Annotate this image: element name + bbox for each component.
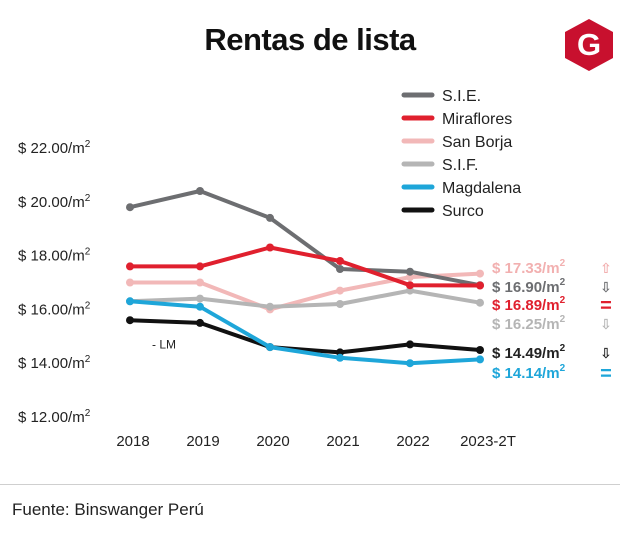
logo-hexagon xyxy=(565,19,613,71)
footer-divider xyxy=(0,484,620,485)
data-point xyxy=(266,343,274,352)
end-value-label: $ 16.90/m2 xyxy=(492,277,566,296)
y-tick-label: $ 14.00/m2 xyxy=(18,354,91,372)
x-tick-label: 2018 xyxy=(116,433,149,450)
data-point xyxy=(126,203,134,212)
data-point xyxy=(196,187,204,195)
legend-label: S.I.F. xyxy=(442,157,478,174)
data-point xyxy=(266,302,274,311)
y-tick-label: $ 18.00/m2 xyxy=(18,247,91,265)
data-point xyxy=(196,318,204,327)
legend-label: S.I.E. xyxy=(442,88,481,105)
data-point xyxy=(196,302,204,311)
gestion-logo-icon: G xyxy=(565,19,613,71)
equal-trend-icon: = xyxy=(600,295,612,317)
end-labels: $ 16.90/m2 ⇩ $ 16.89/m2 = $ 17.33/m2 ⇧ $ 16.25… xyxy=(492,258,612,385)
legend-label: Surco xyxy=(442,203,484,220)
legend-label: San Borja xyxy=(442,134,512,151)
page-title: Rentas de lista xyxy=(204,22,416,57)
data-point xyxy=(336,300,344,308)
end-value-label: $ 16.89/m2 xyxy=(492,295,566,314)
data-point xyxy=(406,340,414,349)
x-tick-label: 2022 xyxy=(396,433,429,450)
data-point xyxy=(126,278,134,287)
data-point xyxy=(196,278,204,287)
data-point xyxy=(476,298,484,307)
data-point xyxy=(476,355,484,364)
legend-label: Miraflores xyxy=(442,111,512,128)
legend: S.I.E. Miraflores San Borja S.I.F. Magdalena… xyxy=(401,88,521,220)
data-point xyxy=(126,297,134,306)
y-axis: $ 12.00/m2 $ 14.00/m2 $ 16.00/m2 $ 18.00/m2… xyxy=(18,139,91,426)
end-value-label: $ 17.33/m2 xyxy=(492,258,566,277)
series-line-miraflores xyxy=(128,245,482,288)
data-point xyxy=(336,265,344,273)
end-value-label: $ 14.14/m2 xyxy=(492,363,566,382)
y-tick-label: $ 22.00/m2 xyxy=(18,139,91,157)
series-line-san-borja xyxy=(128,271,482,312)
y-tick-label: $ 20.00/m2 xyxy=(18,193,91,211)
arrow-down-icon: ⇩ xyxy=(600,345,612,361)
data-point xyxy=(336,257,344,265)
series-line-s-i-f xyxy=(128,288,482,309)
data-point xyxy=(196,262,204,271)
arrow-down-icon: ⇩ xyxy=(600,279,612,295)
arrow-down-icon: ⇩ xyxy=(600,316,612,332)
equal-trend-icon: = xyxy=(600,363,612,385)
end-value-label: $ 14.49/m2 xyxy=(492,343,566,362)
y-tick-label: $ 16.00/m2 xyxy=(18,300,91,318)
series-line-s-i-e xyxy=(128,189,482,288)
series-lines xyxy=(126,187,484,368)
line-chart: $ 12.00/m2 $ 14.00/m2 $ 16.00/m2 $ 18.00/m2… xyxy=(18,88,612,450)
logo-letter: G xyxy=(577,27,601,62)
y-tick-label: $ 12.00/m2 xyxy=(18,408,91,426)
series-line-magdalena xyxy=(128,299,482,366)
data-point xyxy=(266,243,274,252)
source-note: Fuente: Binswanger Perú xyxy=(12,500,204,519)
data-point xyxy=(476,281,484,290)
data-point xyxy=(476,346,484,354)
series-line-surco xyxy=(128,318,482,355)
data-point xyxy=(406,281,414,290)
x-tick-label: 2021 xyxy=(326,433,359,450)
legend-label: Magdalena xyxy=(442,180,521,197)
data-point xyxy=(406,267,414,276)
arrow-up-icon: ⇧ xyxy=(600,260,612,276)
data-point xyxy=(476,269,484,278)
data-point xyxy=(406,359,414,368)
data-point xyxy=(266,213,274,222)
x-axis: 2018 2019 2020 2021 2022 2023-2T xyxy=(116,433,516,450)
x-tick-label: 2023-2T xyxy=(460,433,516,450)
annotations: - LM xyxy=(152,337,176,351)
data-point xyxy=(126,316,134,325)
data-point xyxy=(196,294,204,303)
x-tick-label: 2020 xyxy=(256,433,289,450)
x-tick-label: 2019 xyxy=(186,433,219,450)
data-point xyxy=(336,286,344,295)
data-point xyxy=(126,262,134,271)
data-point xyxy=(336,353,344,362)
end-value-label: $ 16.25/m2 xyxy=(492,314,566,333)
annotation-label: - LM xyxy=(152,337,176,351)
